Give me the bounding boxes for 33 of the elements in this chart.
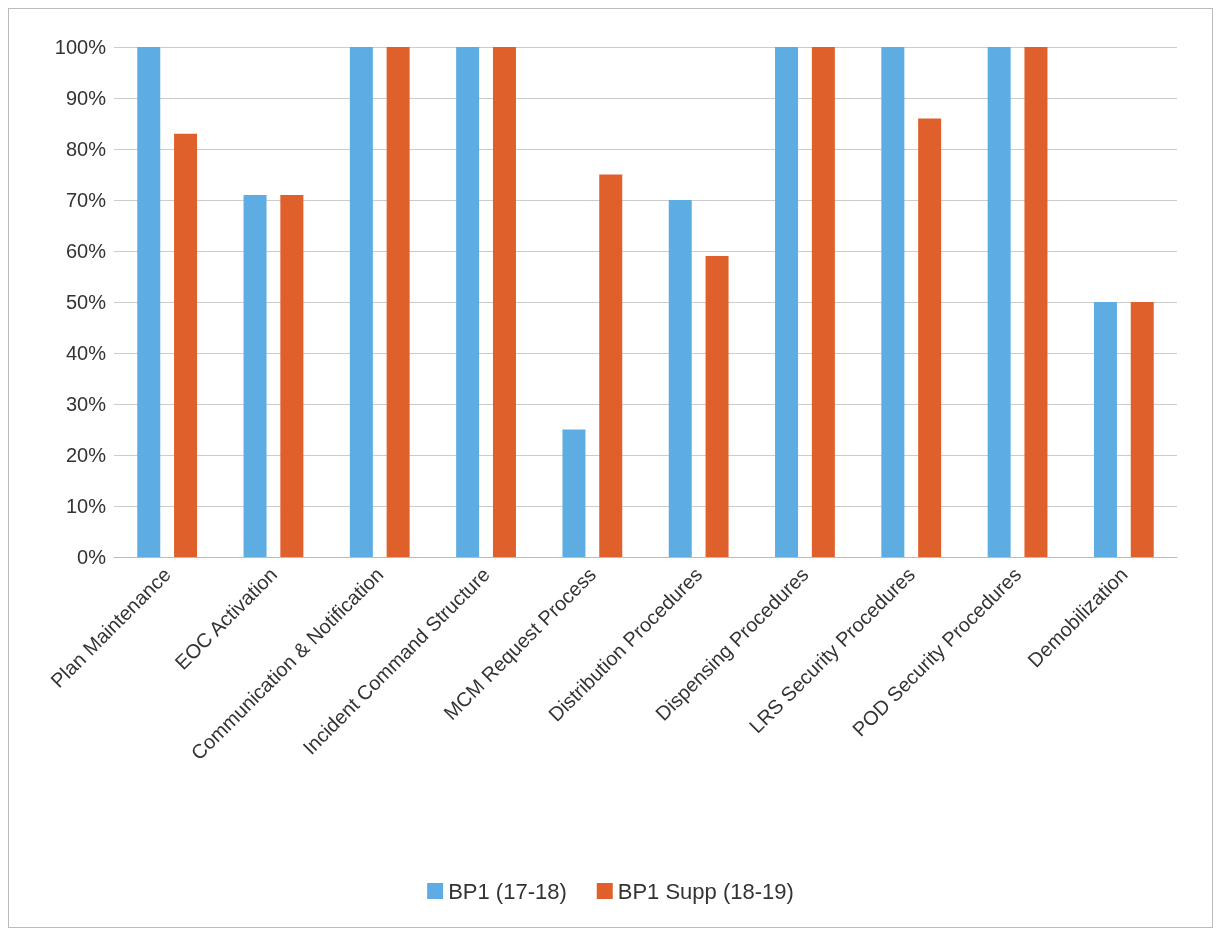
bar	[881, 47, 905, 557]
bar	[386, 47, 410, 557]
bar	[775, 47, 799, 557]
bar	[349, 47, 373, 557]
bar	[1024, 47, 1048, 557]
legend-label: BP1 (17-18)	[448, 878, 567, 904]
bar	[137, 47, 161, 557]
y-tick-label: 60%	[65, 240, 107, 262]
bar	[456, 47, 480, 557]
y-tick-label: 100%	[54, 36, 107, 58]
y-tick-label: 80%	[65, 138, 107, 160]
y-tick-label: 40%	[65, 342, 107, 364]
legend-label: BP1 Supp (18-19)	[617, 878, 794, 904]
bar	[705, 256, 729, 557]
y-tick-label: 70%	[65, 189, 107, 211]
y-tick-label: 30%	[65, 393, 107, 415]
bar	[918, 118, 942, 557]
bar	[280, 194, 304, 557]
y-tick-label: 20%	[65, 444, 107, 466]
bar	[492, 47, 516, 557]
bar	[174, 133, 198, 557]
bar	[599, 174, 623, 557]
bar	[1130, 302, 1154, 557]
y-tick-label: 90%	[65, 87, 107, 109]
y-tick-label: 0%	[77, 546, 107, 568]
bar	[243, 194, 267, 557]
y-tick-label: 10%	[65, 495, 107, 517]
bar	[987, 47, 1011, 557]
bar	[1093, 302, 1117, 557]
bar	[668, 200, 692, 557]
y-tick-label: 50%	[65, 291, 107, 313]
bar	[811, 47, 835, 557]
bar	[562, 429, 586, 557]
